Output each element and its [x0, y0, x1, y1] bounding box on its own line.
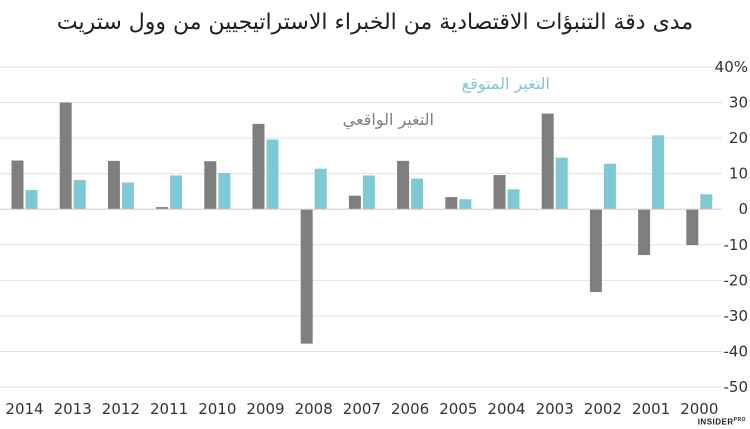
x-tick-label: 2000	[680, 400, 718, 418]
bar-actual	[638, 209, 651, 256]
bar-actual	[493, 175, 506, 210]
x-tick-label: 2001	[632, 400, 670, 418]
x-tick-label: 2008	[295, 400, 333, 418]
bar-forecast	[218, 172, 231, 210]
brand-suffix: PRO	[733, 417, 746, 424]
bar-forecast	[507, 189, 520, 210]
y-tick-label: 30	[729, 94, 748, 112]
bar-actual	[541, 113, 554, 210]
bar-forecast	[411, 178, 424, 210]
bar-forecast	[73, 180, 86, 210]
bar-actual	[252, 123, 265, 210]
x-tick-label: 2002	[584, 400, 622, 418]
bar-actual	[348, 195, 361, 210]
bar-actual	[445, 197, 458, 210]
bar-actual	[59, 102, 72, 210]
bar-forecast	[652, 135, 665, 210]
y-tick-label: -30	[724, 307, 749, 325]
bar-actual	[686, 209, 699, 246]
y-tick-label: 0	[738, 200, 748, 218]
bar-forecast	[700, 194, 713, 210]
y-tick-label: -10	[724, 236, 749, 254]
bar-forecast	[314, 168, 327, 210]
y-tick-label: 20	[729, 129, 748, 147]
bar-actual	[204, 161, 217, 210]
bar-forecast	[603, 163, 616, 210]
bar-forecast	[121, 182, 134, 210]
bar-actual	[589, 209, 602, 293]
x-tick-label: 2010	[198, 400, 236, 418]
bar-actual	[107, 160, 120, 210]
y-tick-label: 40%	[715, 58, 748, 76]
bar-forecast	[170, 175, 183, 210]
x-tick-label: 2006	[391, 400, 429, 418]
y-tick-label: -40	[724, 342, 749, 360]
bar-actual	[156, 207, 169, 210]
brand-name: INSIDER	[697, 418, 734, 427]
bar-forecast	[362, 175, 375, 210]
x-tick-label: 2014	[5, 400, 43, 418]
y-tick-label: 10	[729, 165, 748, 183]
x-tick-label: 2003	[536, 400, 574, 418]
x-tick-label: 2005	[439, 400, 477, 418]
x-tick-label: 2011	[150, 400, 188, 418]
bar-forecast	[459, 199, 472, 210]
y-tick-label: -50	[724, 378, 749, 396]
x-axis-tick-labels: 2014 2013 2012 2011 2010 2009 2008 2007 2006 2005…	[5, 400, 718, 418]
x-tick-label: 2004	[487, 400, 525, 418]
bar-forecast	[555, 157, 568, 210]
legend-actual-label: التغير الواقعي	[343, 110, 434, 130]
x-tick-label: 2013	[54, 400, 92, 418]
bar-forecast	[25, 190, 38, 210]
bar-actual	[11, 160, 24, 210]
bar-forecast	[266, 139, 279, 210]
x-tick-label: 2007	[343, 400, 381, 418]
brand-logo: INSIDERPRO	[698, 417, 746, 427]
bars	[11, 102, 713, 344]
y-axis-tick-labels: 40% 30 20 10 0 -10 -20 -30 -40 -50	[715, 58, 748, 396]
legend-forecast-label: التغير المتوقع	[462, 74, 550, 94]
x-tick-label: 2009	[246, 400, 284, 418]
chart-title: مدى دقة التنبؤات الاقتصادية من الخبراء ا…	[56, 10, 694, 35]
y-tick-label: -20	[724, 271, 749, 289]
bar-actual	[300, 209, 313, 344]
x-tick-label: 2012	[102, 400, 140, 418]
bar-actual	[397, 160, 410, 210]
